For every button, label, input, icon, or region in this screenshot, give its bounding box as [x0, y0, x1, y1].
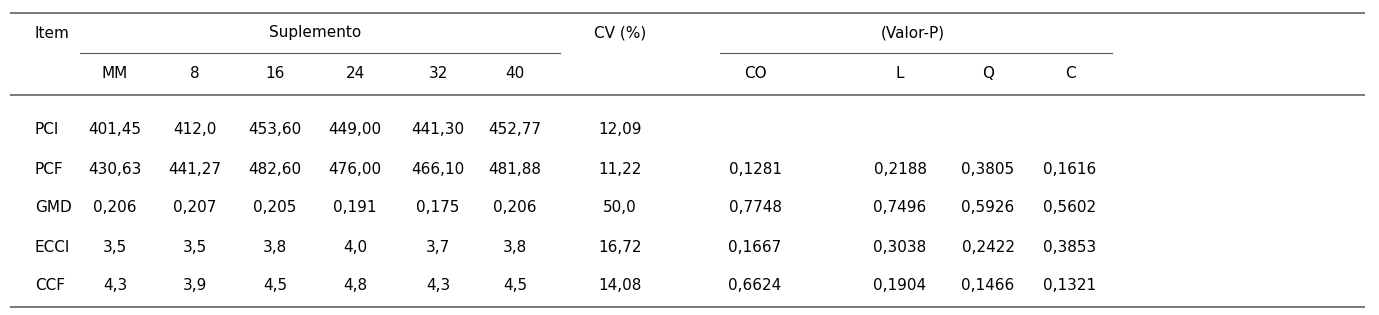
Text: Suplemento: Suplemento: [269, 26, 361, 41]
Text: 0,1321: 0,1321: [1044, 278, 1096, 293]
Text: 482,60: 482,60: [248, 162, 302, 176]
Text: 466,10: 466,10: [411, 162, 465, 176]
Text: 16: 16: [265, 66, 284, 81]
Text: 0,1667: 0,1667: [728, 239, 782, 255]
Text: GMD: GMD: [34, 201, 72, 215]
Text: C: C: [1065, 66, 1076, 81]
Text: 430,63: 430,63: [88, 162, 142, 176]
Text: 449,00: 449,00: [328, 123, 382, 138]
Text: 0,6624: 0,6624: [728, 278, 782, 293]
Text: L: L: [896, 66, 905, 81]
Text: 0,1281: 0,1281: [728, 162, 782, 176]
Text: CV (%): CV (%): [594, 26, 647, 41]
Text: 452,77: 452,77: [488, 123, 542, 138]
Text: 0,7748: 0,7748: [728, 201, 782, 215]
Text: CO: CO: [743, 66, 767, 81]
Text: 441,30: 441,30: [411, 123, 465, 138]
Text: 0,1616: 0,1616: [1044, 162, 1096, 176]
Text: 24: 24: [345, 66, 364, 81]
Text: 40: 40: [505, 66, 524, 81]
Text: 4,3: 4,3: [426, 278, 450, 293]
Text: 0,5926: 0,5926: [961, 201, 1015, 215]
Text: 441,27: 441,27: [168, 162, 222, 176]
Text: PCI: PCI: [34, 123, 59, 138]
Text: 4,5: 4,5: [503, 278, 527, 293]
Text: 3,9: 3,9: [183, 278, 207, 293]
Text: CCF: CCF: [34, 278, 65, 293]
Text: 0,191: 0,191: [334, 201, 376, 215]
Text: PCF: PCF: [34, 162, 63, 176]
Text: 3,5: 3,5: [103, 239, 127, 255]
Text: 3,5: 3,5: [183, 239, 207, 255]
Text: 412,0: 412,0: [174, 123, 217, 138]
Text: 32: 32: [429, 66, 448, 81]
Text: ECCI: ECCI: [34, 239, 70, 255]
Text: Item: Item: [34, 26, 70, 41]
Text: 0,3853: 0,3853: [1044, 239, 1096, 255]
Text: 0,206: 0,206: [494, 201, 536, 215]
Text: 3,7: 3,7: [426, 239, 450, 255]
Text: 0,3805: 0,3805: [961, 162, 1015, 176]
Text: 0,206: 0,206: [94, 201, 137, 215]
Text: 50,0: 50,0: [603, 201, 637, 215]
Text: 0,2422: 0,2422: [961, 239, 1015, 255]
Text: 3,8: 3,8: [503, 239, 527, 255]
Text: 0,3038: 0,3038: [873, 239, 927, 255]
Text: 0,5602: 0,5602: [1044, 201, 1096, 215]
Text: 11,22: 11,22: [598, 162, 641, 176]
Text: 476,00: 476,00: [328, 162, 382, 176]
Text: 8: 8: [190, 66, 200, 81]
Text: 0,7496: 0,7496: [873, 201, 927, 215]
Text: 0,1466: 0,1466: [961, 278, 1015, 293]
Text: 0,175: 0,175: [416, 201, 459, 215]
Text: 4,8: 4,8: [343, 278, 367, 293]
Text: 4,0: 4,0: [343, 239, 367, 255]
Text: 0,207: 0,207: [174, 201, 217, 215]
Text: Q: Q: [982, 66, 994, 81]
Text: 0,1904: 0,1904: [873, 278, 927, 293]
Text: 0,205: 0,205: [254, 201, 296, 215]
Text: 4,3: 4,3: [103, 278, 127, 293]
Text: 16,72: 16,72: [598, 239, 641, 255]
Text: MM: MM: [102, 66, 128, 81]
Text: 12,09: 12,09: [598, 123, 641, 138]
Text: 453,60: 453,60: [248, 123, 302, 138]
Text: 14,08: 14,08: [598, 278, 641, 293]
Text: 401,45: 401,45: [88, 123, 142, 138]
Text: 481,88: 481,88: [488, 162, 542, 176]
Text: 0,2188: 0,2188: [873, 162, 927, 176]
Text: (Valor-P): (Valor-P): [880, 26, 945, 41]
Text: 4,5: 4,5: [263, 278, 287, 293]
Text: 3,8: 3,8: [263, 239, 287, 255]
